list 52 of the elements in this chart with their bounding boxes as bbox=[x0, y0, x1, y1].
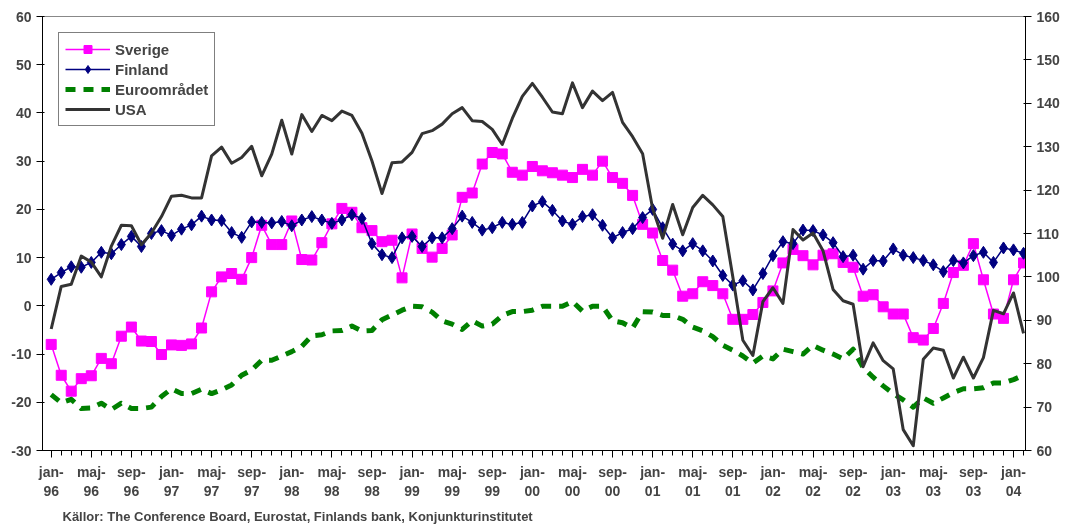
y-tick-label: 30 bbox=[15, 153, 32, 170]
y2-tick-label: 110 bbox=[1036, 225, 1060, 242]
y-tick-label: 0 bbox=[23, 297, 32, 314]
text: Källor: The Conference Board, Eurostat, Finlands bank, Konjunkturinstitutet bbox=[62, 508, 534, 524]
x-tick-label: sep-03 bbox=[959, 463, 989, 499]
x-tick-label: sep-97 bbox=[237, 463, 267, 499]
x-tick-label: maj-03 bbox=[918, 463, 949, 499]
y-tick-label: 60 bbox=[15, 8, 32, 25]
x-tick-label: jan-99 bbox=[398, 463, 425, 499]
y-tick-label: 50 bbox=[15, 56, 32, 73]
y-tick-label: 10 bbox=[15, 249, 32, 266]
legend-label: Euroområdet bbox=[115, 80, 209, 98]
x-tick-label: jan-00 bbox=[518, 463, 546, 499]
y-tick-label: 20 bbox=[15, 201, 32, 218]
y2-tick-label: 160 bbox=[1036, 8, 1061, 25]
x-tick-label: sep-01 bbox=[718, 463, 748, 499]
x-tick-label: jan-96 bbox=[37, 463, 64, 499]
y2-tick-label: 90 bbox=[1036, 312, 1053, 329]
y2-tick-label: 120 bbox=[1036, 182, 1061, 199]
x-tick-label: maj-99 bbox=[437, 463, 467, 499]
x-tick-label: sep-98 bbox=[357, 463, 387, 499]
x-tick-label: jan-03 bbox=[879, 463, 906, 499]
y2-tick-label: 80 bbox=[1036, 355, 1053, 372]
legend-label: Finland bbox=[115, 60, 169, 78]
x-tick-label: jan-04 bbox=[1000, 463, 1027, 499]
x-tick-label: sep-99 bbox=[477, 463, 507, 499]
y-tick-label: 40 bbox=[15, 104, 32, 121]
x-tick-label: jan-98 bbox=[278, 463, 305, 499]
y2-tick-label: 150 bbox=[1036, 51, 1061, 68]
x-tick-label: maj-97 bbox=[197, 463, 227, 499]
x-tick-label: sep-02 bbox=[838, 463, 868, 499]
line-series bbox=[49, 81, 1026, 448]
y-tick-label: -20 bbox=[11, 394, 32, 411]
x-tick-label: jan-97 bbox=[158, 463, 185, 499]
x-tick-label: maj-96 bbox=[76, 463, 107, 499]
x-tick-label: jan-01 bbox=[639, 463, 666, 499]
y2-tick-label: 130 bbox=[1036, 138, 1061, 155]
x-tick-label: sep-00 bbox=[598, 463, 628, 499]
y2-tick-label: 70 bbox=[1036, 399, 1053, 416]
x-tick-label: maj-98 bbox=[317, 463, 347, 499]
x-tick-label: sep-96 bbox=[117, 463, 147, 499]
y-tick-label: -10 bbox=[11, 346, 32, 363]
x-tick-label: maj-00 bbox=[558, 463, 588, 499]
y2-tick-label: 100 bbox=[1036, 268, 1061, 285]
x-tick-label: maj-01 bbox=[678, 463, 708, 499]
y-tick-label: -30 bbox=[11, 442, 32, 459]
x-tick-label: jan-02 bbox=[759, 463, 786, 499]
x-tick-label: maj-02 bbox=[798, 463, 828, 499]
y2-tick-label: 140 bbox=[1036, 95, 1061, 112]
legend-label: Sverige bbox=[115, 40, 170, 58]
legend-label: USA bbox=[115, 100, 147, 118]
y2-tick-label: 60 bbox=[1036, 442, 1053, 459]
